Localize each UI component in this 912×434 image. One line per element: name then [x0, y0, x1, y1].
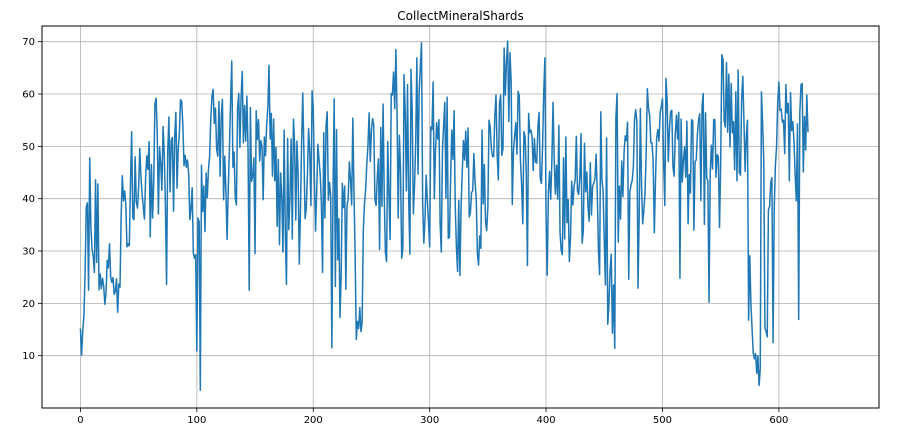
- x-tick-label: 600: [769, 415, 788, 426]
- chart-title: CollectMineralShards: [397, 9, 524, 23]
- x-tick-label: 300: [420, 415, 439, 426]
- y-tick-label: 70: [22, 37, 35, 48]
- y-tick-label: 20: [22, 299, 35, 310]
- x-tick-label: 400: [537, 415, 556, 426]
- x-tick-label: 200: [304, 415, 323, 426]
- y-tick-label: 10: [22, 351, 35, 362]
- series-layer: [79, 40, 809, 391]
- y-tick-label: 30: [22, 247, 35, 258]
- y-tick-label: 60: [22, 90, 35, 101]
- series-line: [79, 40, 809, 391]
- x-tick-label: 500: [653, 415, 672, 426]
- y-tick-label: 50: [22, 142, 35, 153]
- y-axis: 10 20 30 40 50 60 70: [22, 37, 42, 362]
- y-tick-label: 40: [22, 194, 35, 205]
- x-tick-label: 0: [77, 415, 83, 426]
- grid-lines: [42, 26, 879, 408]
- x-tick-label: 100: [187, 415, 206, 426]
- x-axis: 0 100 200 300 400 500 600: [77, 408, 788, 426]
- plot-frame: [41, 25, 880, 409]
